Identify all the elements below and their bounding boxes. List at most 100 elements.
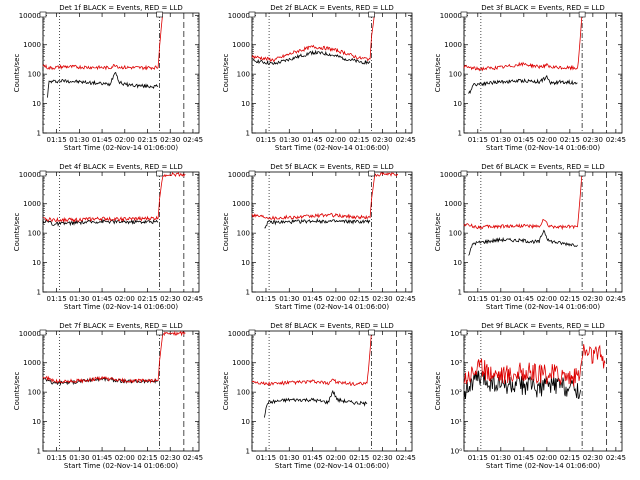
series-lld-red (463, 344, 606, 387)
y-axis-label: Counts/sec (13, 213, 21, 252)
time-marker-glyph (578, 11, 586, 18)
x-axis-label: Start Time (02-Nov-14 01:06:00) (486, 144, 600, 152)
x-tick-label: 01:15 (256, 136, 276, 144)
plot-frame (463, 330, 623, 452)
time-marker-glyph (368, 170, 375, 177)
time-marker-glyph (39, 11, 47, 18)
x-tick-label: 01:30 (279, 295, 299, 303)
y-tick-label: 10 (241, 418, 250, 426)
series-lld-red (42, 171, 186, 223)
x-tick-label: 02:15 (560, 136, 580, 144)
plot-frame (463, 12, 623, 134)
panel-det-1: Det 1f BLACK = Events, RED = LLD 1 10 100 10… (13, 4, 203, 152)
time-marker-glyph (248, 170, 256, 177)
y-tick-label: 10² (450, 389, 462, 397)
y-tick-label: 1000 (232, 41, 250, 49)
x-tick-label: 02:30 (160, 136, 180, 144)
time-marker-glyph (248, 11, 256, 18)
y-tick-label: 1000 (232, 359, 250, 367)
y-axis-label: Counts/sec (222, 372, 230, 411)
y-tick-label: 10³ (450, 359, 462, 367)
x-tick-label: 02:45 (396, 454, 416, 462)
y-tick-label: 100 (237, 389, 250, 397)
y-tick-label: 1 (246, 289, 250, 297)
panel-det-6: Det 6f BLACK = Events, RED = LLD 1 10 100 10… (434, 163, 626, 311)
y-tick-label: 100 (28, 71, 41, 79)
panel-det-5: Det 5f BLACK = Events, RED = LLD 1 10 100 10… (222, 163, 416, 311)
y-tick-label: 100 (28, 230, 41, 238)
plot-frame (42, 330, 200, 452)
y-tick-label: 1 (37, 448, 41, 456)
panel-det-3: Det 3f BLACK = Events, RED = LLD 1 10 100 10… (434, 4, 626, 152)
y-tick-label: 1 (246, 448, 250, 456)
y-tick-label: 1 (37, 289, 41, 297)
x-tick-label: 02:00 (326, 136, 346, 144)
x-tick-label: 02:45 (606, 295, 626, 303)
chart-title: Det 8f BLACK = Events, RED = LLD (270, 322, 393, 330)
x-tick-label: 02:15 (137, 454, 157, 462)
y-axis-label: Counts/sec (434, 372, 442, 411)
x-tick-label: 02:30 (372, 454, 392, 462)
x-tick-label: 02:45 (183, 136, 203, 144)
y-tick-label: 1000 (444, 41, 462, 49)
x-tick-label: 02:45 (183, 454, 203, 462)
x-tick-label: 01:45 (92, 454, 112, 462)
y-tick-label: 100 (28, 389, 41, 397)
time-marker-glyph (578, 329, 586, 336)
x-tick-label: 02:00 (537, 454, 557, 462)
x-tick-label: 01:30 (279, 136, 299, 144)
series-events-black (468, 74, 578, 95)
series-lld-red (251, 172, 399, 221)
x-tick-label: 02:30 (583, 454, 603, 462)
x-tick-label: 02:45 (396, 136, 416, 144)
y-tick-label: 10 (453, 100, 462, 108)
x-tick-label: 01:15 (256, 454, 276, 462)
plot-frame (42, 12, 200, 134)
chart-title: Det 9f BLACK = Events, RED = LLD (481, 322, 604, 330)
y-tick-label: 10000 (228, 171, 250, 179)
x-tick-label: 02:15 (349, 136, 369, 144)
panel-det-9: Det 9f BLACK = Events, RED = LLD 10⁰ 10¹ 10… (434, 322, 626, 470)
y-tick-label: 10000 (19, 171, 41, 179)
plot-frame (42, 171, 200, 293)
y-tick-label: 10⁴ (450, 330, 462, 338)
y-tick-label: 10000 (228, 12, 250, 20)
time-marker-glyph (156, 170, 163, 177)
series-lld-red (463, 171, 583, 231)
y-tick-label: 10000 (19, 12, 41, 20)
y-tick-label: 10000 (19, 330, 41, 338)
time-marker-glyph (368, 11, 375, 18)
y-axis-label: Counts/sec (13, 372, 21, 411)
x-axis-label: Start Time (02-Nov-14 01:06:00) (275, 303, 389, 311)
y-tick-label: 1 (37, 130, 41, 138)
time-marker-glyph (460, 170, 468, 177)
y-tick-label: 1000 (232, 200, 250, 208)
x-axis-label: Start Time (02-Nov-14 01:06:00) (275, 144, 389, 152)
x-axis-label: Start Time (02-Nov-14 01:06:00) (64, 144, 178, 152)
time-marker-glyph (460, 11, 468, 18)
x-tick-label: 01:15 (47, 295, 67, 303)
y-tick-label: 1 (458, 289, 462, 297)
x-tick-label: 01:30 (491, 136, 511, 144)
series-events-black (468, 229, 578, 256)
x-tick-label: 01:45 (514, 295, 534, 303)
panel-det-2: Det 2f BLACK = Events, RED = LLD 1 10 100 10… (222, 4, 416, 152)
time-marker-glyph (248, 329, 256, 336)
x-tick-label: 01:45 (514, 454, 534, 462)
panel-det-7: Det 7f BLACK = Events, RED = LLD 1 10 100 10… (13, 322, 203, 470)
y-tick-label: 10¹ (450, 418, 462, 426)
y-tick-label: 10 (453, 259, 462, 267)
series-lld-red (42, 330, 186, 384)
x-tick-label: 01:45 (92, 136, 112, 144)
y-axis-label: Counts/sec (222, 213, 230, 252)
x-tick-label: 01:45 (302, 136, 322, 144)
panel-det-8: Det 8f BLACK = Events, RED = LLD 1 10 100 10… (222, 322, 416, 470)
x-tick-label: 02:15 (560, 454, 580, 462)
series-lld-red (251, 330, 372, 386)
y-tick-label: 1000 (23, 359, 41, 367)
x-tick-label: 01:30 (69, 454, 89, 462)
plot-frame (251, 330, 413, 452)
plot-frame (251, 12, 413, 134)
x-tick-label: 02:30 (160, 454, 180, 462)
y-tick-label: 100 (449, 71, 462, 79)
